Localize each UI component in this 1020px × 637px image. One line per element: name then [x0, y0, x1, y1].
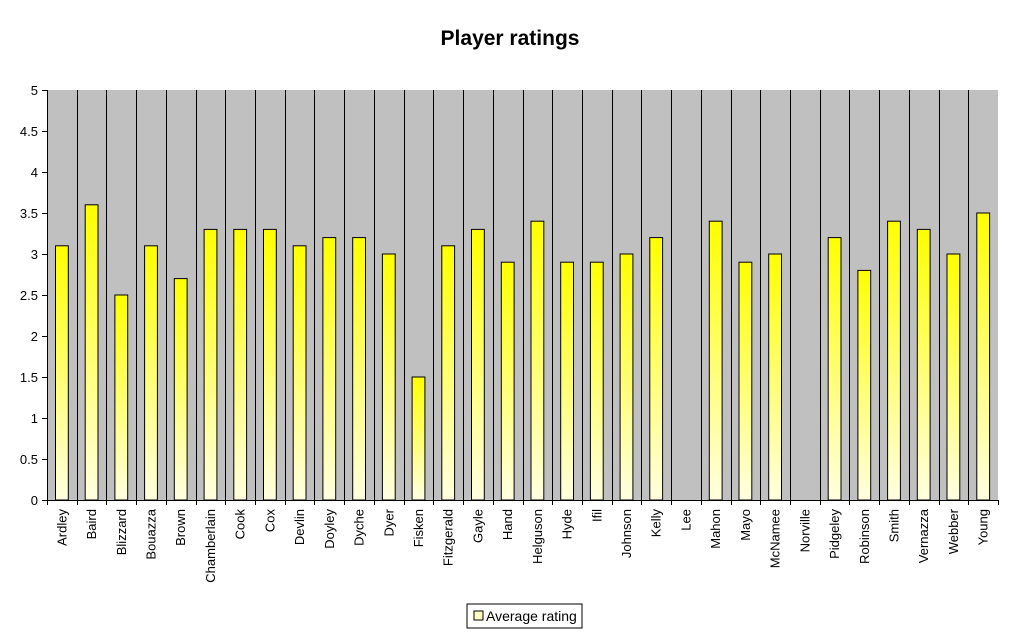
x-tick-label: Mahon [708, 509, 723, 549]
bar-robinson [857, 269, 872, 501]
bar-doyley [322, 237, 337, 501]
x-tick-label: McNamee [768, 509, 783, 568]
y-tick-label: 0 [31, 493, 38, 508]
y-tick-label: 0.5 [20, 452, 38, 467]
y-tick-label: 3.5 [20, 206, 38, 221]
x-tick-label: Fitzgerald [441, 509, 456, 566]
x-tick-label: Helguson [530, 509, 545, 564]
x-tick-label: Kelly [649, 509, 664, 538]
y-tick-label: 5 [31, 83, 38, 98]
x-tick-label: Lee [678, 509, 693, 531]
x-tick-label: Johnson [619, 509, 634, 558]
x-tick-label: Pidgeley [827, 509, 842, 559]
bar-fisken [411, 376, 426, 501]
bar-vernazza [916, 228, 931, 501]
x-tick-label: Mayo [738, 509, 753, 541]
x-tick-label: Bouazza [144, 508, 159, 559]
legend: Average rating [466, 603, 583, 629]
x-tick-label: Hyde [560, 509, 575, 539]
x-tick-label: Robinson [857, 509, 872, 564]
bar-webber [946, 253, 961, 501]
x-tick-label: Norville [797, 509, 812, 552]
x-tick-label: Chamberlain [203, 509, 218, 583]
x-tick-label: Vernazza [916, 508, 931, 563]
bar-helguson [530, 220, 545, 501]
bar-brown [173, 278, 188, 501]
bar-ifil [589, 261, 604, 501]
x-tick-label: Webber [946, 508, 961, 554]
bar-gayle [471, 228, 485, 501]
legend-swatch [473, 610, 484, 621]
x-tick-label: Gayle [470, 509, 485, 543]
bar-hyde [560, 261, 575, 501]
x-tick-label: Ardley [54, 509, 69, 546]
bar-johnson [619, 253, 634, 501]
y-tick-label: 1 [31, 411, 38, 426]
bar-bouazza [144, 245, 158, 501]
x-tick-label: Young [976, 509, 991, 545]
bar-cook [233, 228, 248, 501]
bar-smith [887, 220, 901, 501]
x-tick-label: Cook [233, 509, 248, 540]
y-tick-label: 2.5 [20, 288, 38, 303]
bar-cox [263, 228, 277, 501]
bar-hand [500, 261, 515, 501]
x-tick-label: Baird [84, 509, 99, 539]
x-tick-label: Fisken [411, 509, 426, 547]
legend-label: Average rating [486, 608, 577, 624]
x-tick-label: Dyer [381, 508, 396, 536]
bar-ardley [55, 245, 69, 501]
bar-mayo [738, 261, 753, 501]
y-tick-label: 2 [31, 329, 38, 344]
y-tick-label: 3 [31, 247, 38, 262]
category-dividers [77, 90, 969, 500]
x-tick-label: Ifil [589, 509, 604, 522]
y-tick-label: 4.5 [20, 124, 38, 139]
x-tick-label: Blizzard [114, 509, 129, 555]
bar-baird [84, 204, 99, 501]
bar-young [976, 212, 991, 501]
x-tick-label: Doyley [322, 509, 337, 549]
x-tick-label: Devlin [292, 509, 307, 545]
bar-mcnamee [768, 253, 783, 501]
chart-title: Player ratings [441, 27, 580, 50]
legend-box [466, 603, 583, 629]
y-tick-label: 4 [31, 165, 38, 180]
bar-blizzard [114, 294, 129, 501]
bar-dyche [352, 237, 367, 501]
plot-area [47, 90, 998, 500]
x-tick-label: Brown [173, 509, 188, 546]
x-tick-label: Dyche [352, 509, 367, 546]
x-tick-label: Smith [886, 509, 901, 542]
x-axis: Ardley Baird Blizzard Bouazza Brown Chamberla… [47, 500, 999, 583]
y-axis: 0 0.5 1 1.5 2 2.5 3 3.5 4 4.5 5 [20, 83, 48, 508]
bar-kelly [649, 237, 664, 501]
bar-chamberlain [203, 228, 218, 501]
bar-series-average-rating [55, 204, 991, 501]
bar-fitzgerald [441, 245, 456, 501]
y-tick-label: 1.5 [20, 370, 38, 385]
bar-devlin [292, 245, 307, 501]
x-tick-label: Hand [500, 509, 515, 540]
x-tick-label: Cox [262, 509, 277, 533]
bar-pidgeley [827, 237, 842, 501]
bar-dyer [381, 253, 396, 501]
bar-mahon [708, 220, 723, 501]
